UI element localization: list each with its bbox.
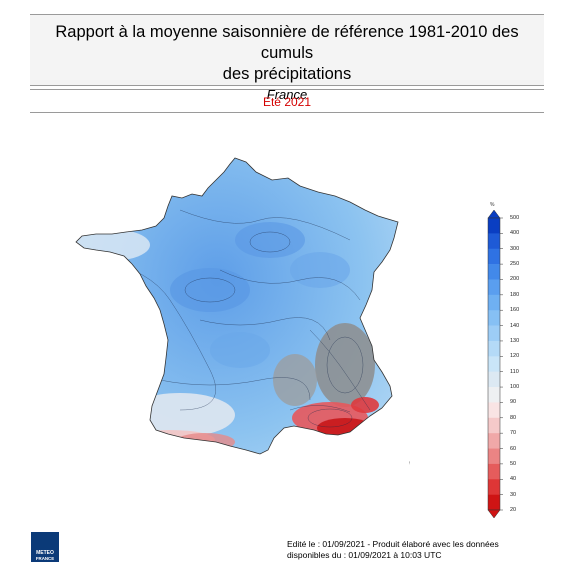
legend-swatch: [488, 356, 500, 372]
divider-bottom: [30, 112, 544, 113]
legend-label: 110: [510, 368, 519, 375]
legend-label: 60: [510, 445, 517, 452]
legend-swatch: [488, 402, 500, 419]
legend-label: 300: [510, 245, 520, 252]
legend-bar: [487, 209, 503, 518]
legend-swatch: [488, 448, 500, 465]
title-line-2: des précipitations: [222, 65, 352, 83]
legend-swatch: [488, 294, 500, 311]
legend-swatch: [488, 279, 500, 296]
legend-label: 40: [510, 476, 517, 483]
legend-label: 90: [510, 399, 517, 406]
legend-swatch: [488, 479, 500, 495]
legend-label: 140: [510, 322, 520, 329]
divider-top: [30, 89, 544, 90]
region-label: France: [266, 87, 308, 102]
footer-line-2: disponibles du : 01/09/2021 à 10:03 UTC: [287, 550, 442, 560]
legend-swatch: [488, 325, 500, 342]
legend-swatch: [488, 371, 500, 388]
legend-label: 20: [510, 507, 517, 513]
title-line-1: Rapport à la moyenne saisonnière de réfé…: [55, 23, 519, 62]
legend-swatch: [488, 218, 500, 234]
season-label: Eté 2021: [262, 95, 312, 109]
legend-swatch: [488, 264, 500, 280]
legend-label: 130: [510, 337, 520, 344]
legend-label: 400: [510, 230, 520, 237]
svg-text:FRANCE: FRANCE: [36, 556, 54, 561]
legend-label: 500: [510, 215, 520, 221]
france-precipitation-map: [60, 150, 439, 520]
mainland-outline: [75, 157, 399, 455]
legend-label: 120: [510, 353, 520, 360]
legend-label: 160: [510, 307, 520, 314]
legend-arrow-bottom: [487, 509, 501, 518]
legend-swatch: [488, 310, 500, 326]
legend-label: 200: [510, 276, 520, 283]
legend-label: 30: [510, 491, 517, 498]
legend-swatch: [488, 433, 500, 449]
legend-swatch: [488, 463, 500, 480]
legend-swatch: [488, 494, 500, 511]
header-box: Rapport à la moyenne saisonnière de réfé…: [30, 14, 544, 102]
legend: % 500 400 300 250 200 180 160 140 130 120 110 100 90…: [470, 202, 530, 518]
legend-swatch: [488, 387, 500, 403]
legend-label: 70: [510, 430, 517, 437]
legend-arrow-top: [487, 209, 501, 219]
legend-label: 180: [510, 291, 520, 298]
meteo-france-logo-icon: METEO FRANCE: [31, 532, 59, 562]
meteo-france-logo: METEO FRANCE: [31, 532, 59, 562]
map-svg: [75, 157, 439, 495]
footer-text: Edité le : 01/09/2021 - Produit élaboré …: [287, 539, 547, 561]
legend-label: 100: [510, 384, 520, 391]
footer-line-1: Edité le : 01/09/2021 - Produit élaboré …: [287, 539, 499, 549]
legend-swatch: [488, 233, 500, 250]
mainland-fill: [76, 158, 398, 454]
legend-label: 50: [510, 460, 517, 467]
title: Rapport à la moyenne saisonnière de réfé…: [30, 22, 544, 85]
legend-label: 250: [510, 261, 520, 268]
svg-text:METEO: METEO: [36, 550, 54, 556]
legend-unit: %: [490, 202, 495, 208]
legend-label: 80: [510, 414, 517, 421]
legend-swatch: [488, 417, 500, 434]
legend-swatch: [488, 248, 500, 265]
legend-swatch: [488, 340, 500, 357]
